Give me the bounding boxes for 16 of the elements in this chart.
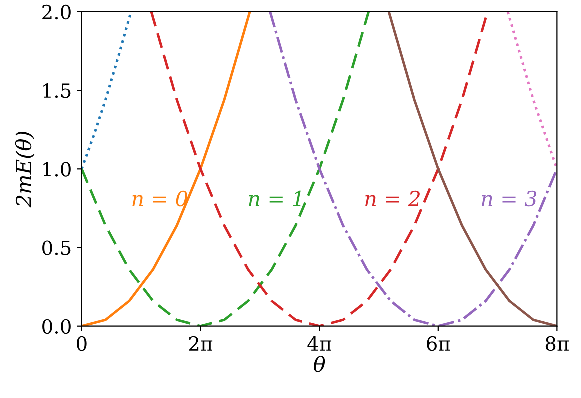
annotation: n = 1: [249, 190, 301, 206]
x-tick-label: 8π: [546, 336, 570, 352]
annotation: n = 2: [366, 190, 420, 206]
x-tick-label: 2π: [189, 336, 213, 351]
y-tick-label: 2.0: [42, 4, 71, 20]
x-axis-title: θ: [314, 356, 326, 372]
annotation: n = 3: [482, 190, 537, 207]
x-tick-label: 4π: [308, 336, 332, 351]
y-tick-label: 0.0: [42, 319, 71, 334]
annotation: n = 0: [132, 190, 188, 207]
x-tick-label: 0: [77, 336, 87, 352]
y-axis-title: 2mE(θ): [15, 132, 35, 208]
y-tick-label: 1.0: [44, 162, 71, 177]
y-tick-label: 0.5: [42, 240, 71, 256]
x-tick-label: 6π: [427, 336, 450, 352]
y-tick-label: 1.5: [44, 84, 71, 98]
